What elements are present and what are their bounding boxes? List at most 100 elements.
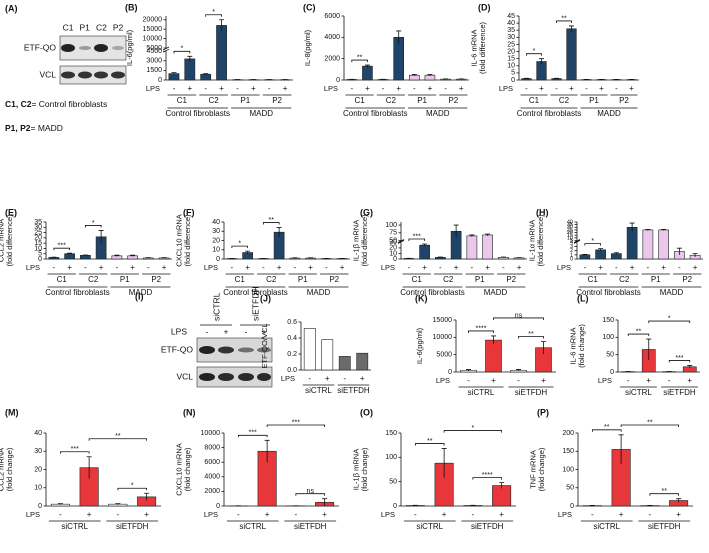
significance-bracket [237,434,268,438]
y-tick-label: 10 [507,63,515,70]
y-tick-label: 10 [389,250,397,257]
group-label: P1 [589,96,599,105]
y-tick-label: 0 [393,256,397,263]
x-tick-label: - [116,263,119,272]
significance-label: *** [249,430,257,437]
x-tick-label: + [245,263,250,272]
y-axis-label: IL-6 mRNA [469,29,478,66]
axis-break [162,48,170,53]
x-tick-label: + [144,510,149,519]
blot-band [199,346,215,354]
bar [303,328,316,371]
error-bar [646,338,652,360]
group-label: siETFDH [116,522,149,531]
significance-bracket [518,336,544,339]
x-tick-label: - [444,84,447,93]
y-tick-label: 4500 [146,48,162,55]
x-tick-label: + [340,263,345,272]
group-label: C1 [355,96,366,105]
x-axis-label: LPS [204,510,218,519]
y-axis-label: CXCL10 mRNA [174,443,183,496]
group-label: C1 [412,275,423,284]
x-tick-label: + [599,84,604,93]
x-tick-label: - [262,263,265,272]
y-tick-label: 30 [389,239,397,246]
error-bar [161,257,167,259]
x-tick-label: + [87,510,92,519]
x-axis-label: LPS [26,510,40,519]
bar [658,229,669,260]
blot-frame [59,65,127,85]
supergroup-label: Control fibroblasts [517,109,581,118]
y-tick-label: 20000 [143,17,163,24]
x-tick-label: - [308,374,311,383]
axis-break [397,239,405,244]
x-tick-label: + [539,84,544,93]
y-axis-label: (fold difference) [183,214,192,266]
blot-band [238,373,254,381]
supergroup-label: MADD [426,109,450,118]
error-bar [524,77,529,79]
x-tick-label: - [343,374,346,383]
x-tick-label: - [471,263,474,272]
lane-label: + [224,326,229,336]
bar [409,74,420,81]
error-bar [308,257,314,259]
x-tick-label: + [308,263,313,272]
lane-label: + [262,326,267,336]
y-tick-label: 0 [393,503,397,510]
x-tick-label: + [499,510,504,519]
significance-label: *** [292,419,300,426]
x-tick-label: + [325,374,330,383]
error-bar [676,498,682,503]
error-bar [364,64,370,68]
significance-label: ** [662,488,668,495]
error-bar [98,230,104,244]
lane-label: C1 [63,22,74,32]
supergroup-label: Control fibroblasts [223,288,287,297]
error-bar [613,252,619,255]
y-tick-label: 5 [511,70,515,77]
panel-label: (F) [183,207,195,217]
significance-label: ns [307,488,315,495]
bar [626,226,638,260]
x-axis-label: LPS [281,374,295,383]
significance-bracket [468,330,494,333]
x-tick-label: + [360,374,365,383]
blot-band [218,346,234,354]
significance-label: * [92,220,95,227]
lane-label: - [206,326,209,336]
bar [184,58,196,81]
supergroup-label: Control fibroblasts [45,288,109,297]
condition-label: siCTRL [211,292,221,321]
error-bar [466,369,471,371]
error-bar [276,227,282,237]
treatment-label: LPS [171,326,187,336]
bar [419,244,430,260]
group-label: C1 [529,96,540,105]
significance-label: ** [357,54,363,61]
x-tick-label: - [147,263,150,272]
y-axis-label: IL-8(pg/ml) [303,29,312,66]
y-tick-label: 4 [570,240,573,246]
group-label: C2 [88,275,99,284]
y-tick-label: 100 [385,222,397,229]
error-bar [645,229,651,231]
x-axis-label: LPS [26,263,40,272]
bar [466,235,478,260]
x-tick-label: + [541,376,546,385]
significance-bracket [408,238,426,242]
significance-label: *** [58,243,66,250]
supergroup-label: Control fibroblasts [400,288,464,297]
error-bar [569,25,574,32]
supergroup-label: MADD [597,109,621,118]
significance-label: ** [269,217,275,224]
group-label: siETFDH [337,386,370,395]
y-tick-label: 20 [34,235,42,242]
y-tick-label: 0.2 [287,351,297,358]
group-label: P2 [506,275,516,284]
error-bar [539,58,544,65]
x-tick-label: + [693,263,698,272]
y-tick-label: 1 [570,252,573,258]
y-tick-label: 30 [34,448,42,455]
